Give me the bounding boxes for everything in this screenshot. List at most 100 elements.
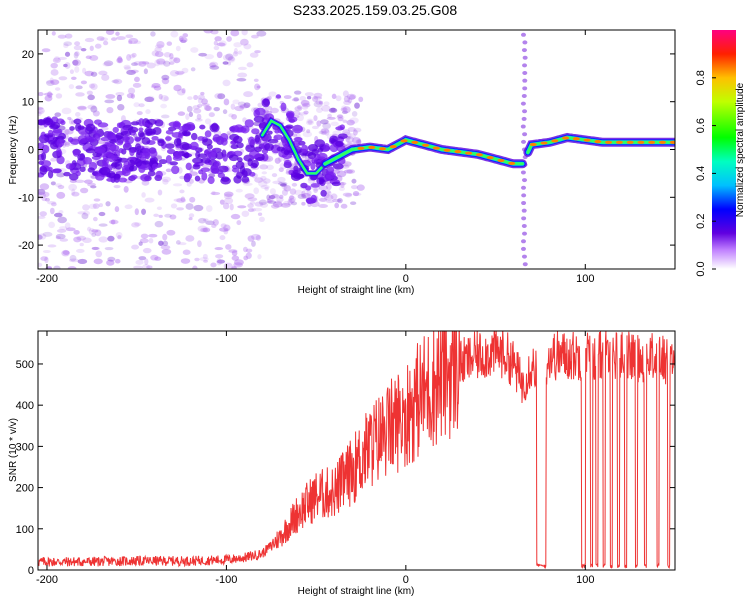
heatmap-cell	[42, 249, 51, 254]
heatmap-cell	[243, 91, 254, 98]
heatmap-cell	[98, 70, 108, 76]
heatmap-cell	[201, 98, 208, 105]
heatmap-cell	[241, 210, 250, 217]
heatmap-cell	[192, 157, 204, 164]
heatmap-cell	[107, 256, 116, 262]
heatmap-cell	[352, 192, 362, 196]
heatmap-cell	[201, 103, 210, 107]
heatmap-cell	[326, 200, 335, 204]
heatmap-cell	[151, 135, 159, 141]
heatmap-cell	[307, 143, 319, 152]
heatmap-cell	[38, 106, 44, 110]
heatmap-cell	[169, 70, 180, 77]
heatmap-cell	[189, 196, 196, 203]
heatmap-cell	[285, 124, 294, 129]
heatmap-cell	[266, 164, 274, 170]
heatmap-cell	[276, 196, 284, 203]
heatmap-cell	[274, 200, 282, 206]
heatmap-cell	[62, 250, 70, 255]
heatmap-cell	[48, 129, 54, 136]
heatmap-cell	[38, 233, 47, 240]
heatmap-cell	[218, 40, 227, 48]
heatmap-cell	[176, 207, 184, 211]
heatmap-cell	[50, 79, 60, 85]
heatmap-cell	[236, 142, 244, 149]
heatmap-cell	[243, 102, 251, 108]
heatmap-cell	[301, 192, 311, 199]
heatmap-cell	[113, 78, 123, 85]
heatmap-cell	[306, 118, 314, 124]
heatmap-cell	[243, 246, 248, 253]
heatmap-cell	[156, 58, 166, 65]
heatmap-cell	[116, 94, 123, 102]
heatmap-cell	[231, 266, 238, 269]
heatmap-cell	[210, 30, 219, 35]
heatmap-peak	[497, 158, 505, 163]
heatmap-cell	[85, 55, 92, 60]
heatmap-cell	[67, 116, 72, 120]
heatmap-peak	[648, 140, 656, 144]
heatmap-cell	[76, 248, 85, 254]
heatmap-cell	[259, 216, 265, 223]
heatmap-cell	[113, 184, 121, 189]
heatmap-cell	[142, 263, 150, 269]
heatmap-cell	[161, 248, 172, 255]
heatmap-cell	[141, 137, 151, 145]
heatmap-cell	[165, 168, 172, 173]
heatmap-cell	[105, 151, 112, 158]
heatmap-cell	[222, 54, 233, 61]
chart-title: S233.2025.159.03.25.G08	[292, 2, 458, 18]
heatmap-cell	[100, 126, 109, 131]
heatmap-cell	[237, 157, 243, 163]
heatmap-cell	[190, 132, 198, 141]
heatmap-cell	[55, 233, 66, 240]
heatmap-cell	[260, 184, 270, 190]
heatmap-cell	[106, 177, 115, 182]
heatmap-cell	[149, 157, 157, 164]
heatmap-cell	[113, 173, 121, 180]
heatmap-cell	[232, 135, 243, 144]
heatmap-cell	[299, 95, 307, 102]
heatmap-cell	[301, 190, 306, 197]
heatmap-cell	[522, 71, 528, 76]
heatmap-cell	[211, 223, 217, 228]
heatmap-cell	[178, 242, 187, 246]
heatmap-cell	[197, 94, 205, 101]
heatmap-cell	[249, 150, 260, 159]
heatmap-cell	[163, 60, 171, 67]
heatmap-cell	[346, 169, 356, 174]
heatmap-cell	[266, 194, 271, 201]
heatmap-cell	[92, 203, 100, 209]
heatmap-cell	[293, 90, 302, 95]
heatmap-cell	[55, 93, 63, 99]
heatmap-cell	[196, 113, 202, 120]
heatmap-cell	[85, 148, 96, 154]
heatmap-cell	[77, 258, 88, 265]
heatmap-cell	[77, 153, 86, 161]
heatmap-cell	[224, 197, 234, 205]
heatmap-cell	[106, 131, 116, 140]
heatmap-cell	[521, 223, 527, 228]
heatmap-cell	[254, 134, 261, 143]
heatmap-cell	[271, 193, 280, 199]
heatmap-cell	[68, 84, 75, 90]
heatmap-cell	[84, 37, 95, 43]
heatmap-cell	[149, 149, 158, 158]
x-tick-label: -200	[36, 574, 58, 586]
heatmap-cell	[226, 131, 231, 136]
heatmap-cell	[154, 46, 163, 53]
heatmap-cell	[209, 65, 220, 70]
heatmap-cell	[227, 56, 235, 62]
heatmap-cell	[337, 198, 343, 204]
heatmap-cell	[292, 124, 303, 134]
heatmap-cell	[88, 203, 97, 210]
heatmap-cell	[305, 120, 314, 126]
heatmap-cell	[266, 200, 277, 204]
heatmap-cell	[214, 247, 224, 251]
heatmap-cell	[347, 98, 353, 104]
heatmap-cell	[236, 77, 247, 82]
heatmap-cell	[86, 90, 93, 95]
heatmap-cell	[341, 110, 348, 114]
heatmap-cell	[51, 168, 62, 174]
heatmap-cell	[172, 155, 183, 161]
